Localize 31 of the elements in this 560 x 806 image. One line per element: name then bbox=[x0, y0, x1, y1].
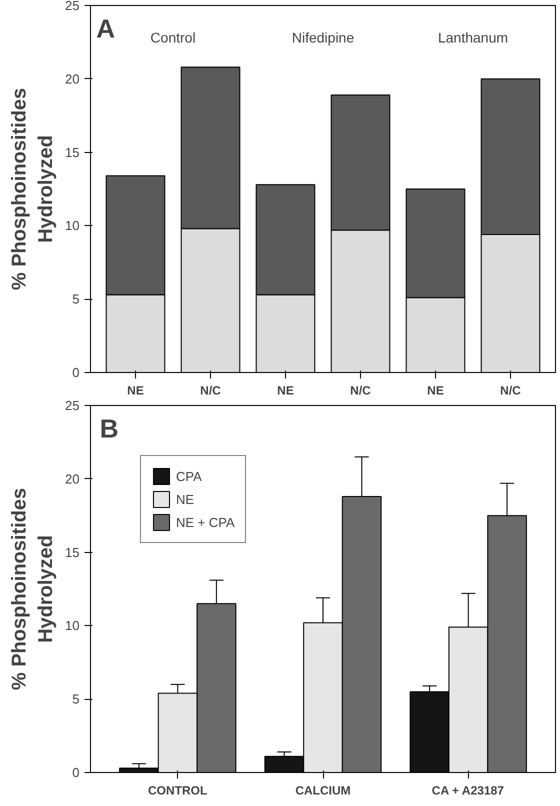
x-tick-label: NE bbox=[127, 384, 144, 398]
legend-label: CPA bbox=[176, 468, 202, 484]
y-tick-label: 25 bbox=[65, 0, 80, 13]
x-tick-label: NE bbox=[277, 384, 294, 398]
annotation: B bbox=[100, 414, 119, 444]
y-tick-label: 25 bbox=[65, 398, 80, 413]
legend-label: NE + CPA bbox=[176, 514, 235, 530]
x-tick-label: CONTROL bbox=[148, 784, 208, 798]
annotation: Control bbox=[150, 30, 196, 46]
y-tick-label: 15 bbox=[65, 544, 80, 560]
annotation: Lanthanum bbox=[438, 30, 508, 46]
y-tick-label: 10 bbox=[65, 618, 80, 634]
x-tick-label: N/C bbox=[350, 384, 372, 398]
x-tick-label: N/C bbox=[500, 384, 522, 398]
annotation: A bbox=[96, 14, 116, 44]
y-axis-title: % Phosphoinositides Hydrolyzed bbox=[8, 88, 58, 290]
y-tick-label: 10 bbox=[65, 218, 80, 234]
y-tick-label: 5 bbox=[72, 292, 80, 307]
y-tick-label: 0 bbox=[72, 365, 80, 380]
y-tick-label: 0 bbox=[72, 765, 80, 780]
x-tick-label: CA + A23187 bbox=[432, 784, 504, 798]
x-tick-label: NE bbox=[427, 384, 444, 398]
legend-label: NE bbox=[176, 492, 196, 506]
y-axis-title: % Phosphoinositides Hydrolyzed bbox=[8, 488, 58, 690]
x-tick-label: CALCIUM bbox=[295, 784, 351, 798]
annotation: Nifedipine bbox=[292, 30, 354, 46]
y-tick-label: 15 bbox=[65, 144, 80, 160]
x-tick-label: N/C bbox=[200, 384, 222, 398]
y-tick-label: 20 bbox=[65, 471, 80, 486]
y-tick-label: 20 bbox=[65, 71, 80, 86]
y-tick-label: 5 bbox=[72, 692, 80, 707]
